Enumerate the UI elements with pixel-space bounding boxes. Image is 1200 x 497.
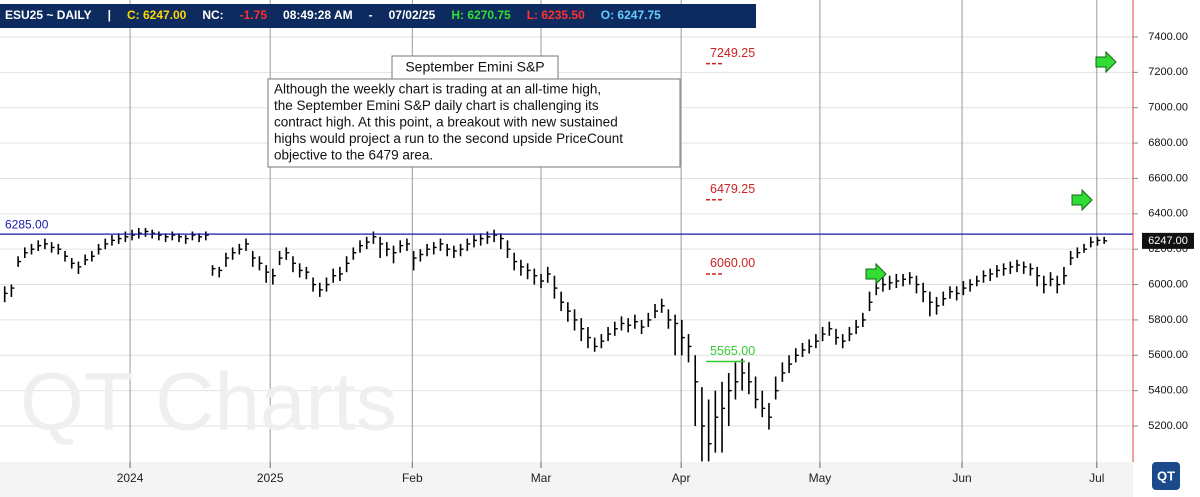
header-item: | [108,8,111,22]
arrow [1095,50,1117,74]
level-label: 6479.25 [710,182,755,196]
overlay: 6285.00 7249.25 6479.25 6060.00 5565.00 [0,46,1133,363]
y-tick-label: 6400.00 [1148,208,1188,220]
last-price-box [1142,232,1194,249]
note-box [267,78,681,168]
y-tick-label: 5800.00 [1148,314,1188,326]
y-tick-label: 7400.00 [1148,31,1188,43]
y-tick-label: 7000.00 [1148,102,1188,114]
header-item: - [369,8,373,22]
x-tick-label: 2024 [117,471,144,485]
header: ESU25 ~ DAILY | C: 6247.00 NC: -1.75 08:49:28… [5,8,661,22]
level-label: 7249.25 [710,46,755,60]
logo-box [1152,462,1180,490]
header-item: C: 6247.00 [127,8,187,22]
chart-title: September Emini S&P [405,59,544,75]
note-line: the September Emini S&P daily chart is c… [274,98,599,113]
arrow [1071,188,1093,212]
x-tick-label: Mar [531,471,552,485]
header-item: 08:49:28 AM [283,8,353,22]
watermark: QT Charts [20,357,397,448]
price-bars [3,227,1108,462]
header-item: H: 6270.75 [451,8,511,22]
header-item: L: 6235.50 [527,8,585,22]
y-tick-label: 7200.00 [1148,66,1188,78]
x-tick-label: May [809,471,832,485]
title-box [391,55,559,81]
x-tick-label: Feb [402,471,423,485]
note: Although the weekly chart is trading at … [274,82,623,163]
y-tick-label: 6800.00 [1148,137,1188,149]
note-line: highs would project a run to the second … [274,131,623,146]
y-tick-label: 5600.00 [1148,349,1188,361]
note-line: Although the weekly chart is trading at … [274,82,601,97]
level-label: 5565.00 [710,344,755,358]
note-line: contract high. At this point, a breakout… [274,115,618,130]
y-tick-label: 6000.00 [1148,278,1188,290]
x-tick-label: Apr [672,471,691,485]
header-item: ESU25 ~ DAILY [5,8,92,22]
y-tick-label: 5400.00 [1148,385,1188,397]
note-line: objective to the 6479 area. [274,148,433,163]
y-tick-label: 6600.00 [1148,172,1188,184]
header-item: -1.75 [240,8,268,22]
header-bar [0,4,756,28]
logo: QT [1157,468,1175,483]
arrow [865,262,887,286]
x-axis-band [0,462,1133,497]
last-price-label: 6247.00 [1148,235,1188,247]
grid [0,0,1133,462]
header-item: O: 6247.75 [601,8,661,22]
header-item: 07/02/25 [389,8,436,22]
header-item: NC: [202,8,223,22]
high-line-label: 6285.00 [5,217,49,231]
x-tick-label: Jul [1089,471,1104,485]
y-tick-label: 5200.00 [1148,420,1188,432]
level-label: 6060.00 [710,256,755,270]
x-tick-label: 2025 [257,471,284,485]
x-tick-label: Jun [952,471,971,485]
